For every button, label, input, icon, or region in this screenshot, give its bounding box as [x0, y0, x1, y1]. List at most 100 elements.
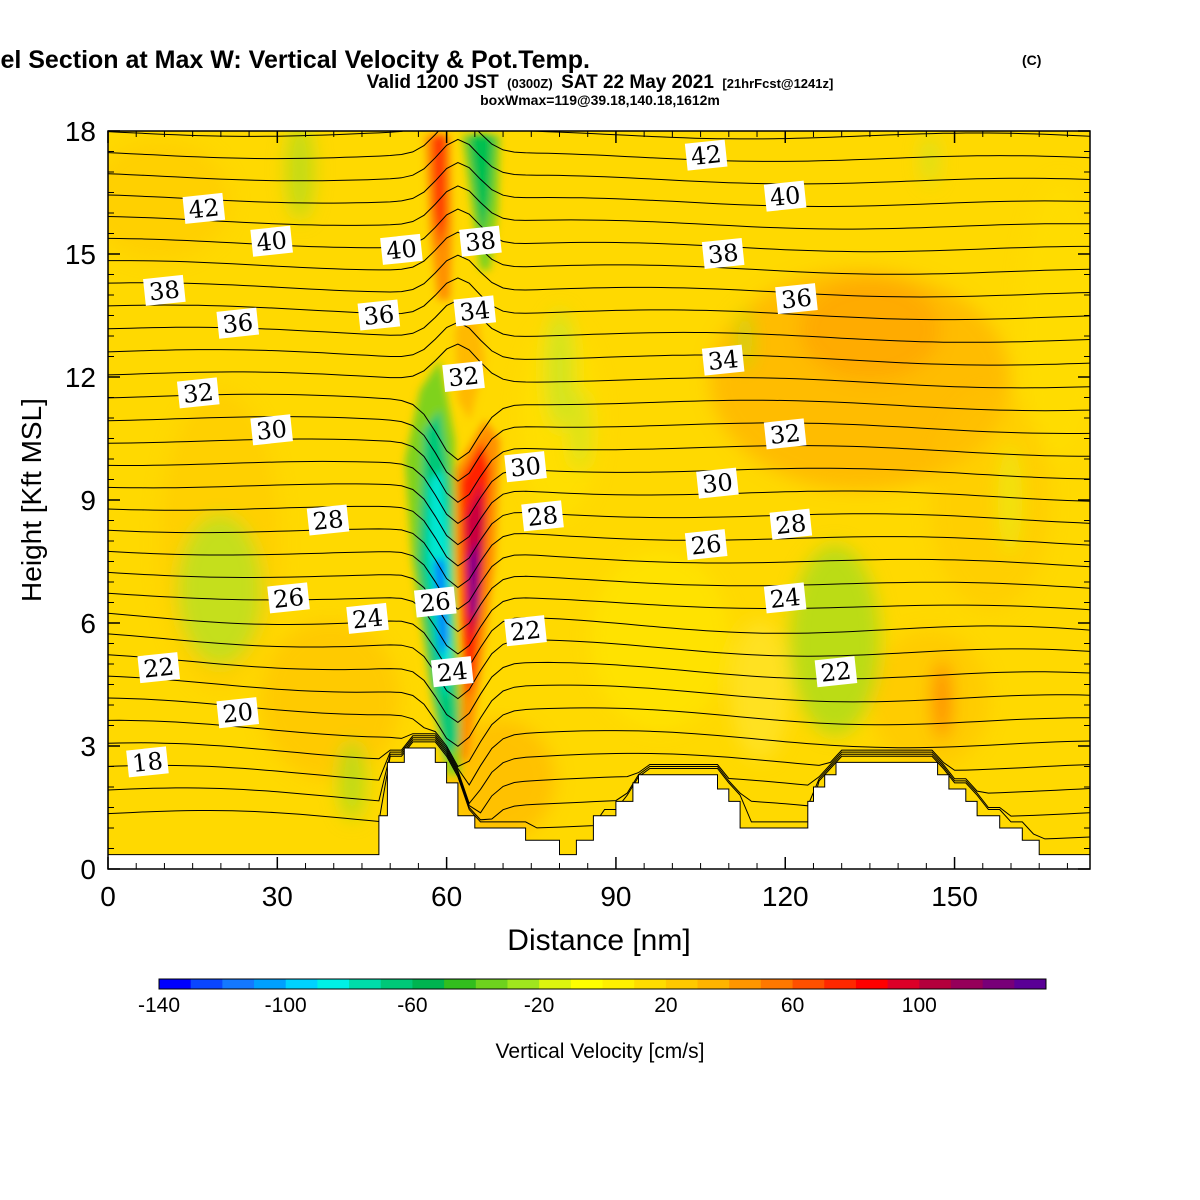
theta-label-box [442, 360, 485, 393]
theta-label-box [814, 656, 858, 688]
colorbar-label: Vertical Velocity [cm/s] [496, 1040, 705, 1063]
theta-label-box [126, 746, 169, 778]
theta-label-text: 20 [221, 698, 254, 729]
theta-label-text: 38 [707, 238, 740, 269]
theta-contour-line [108, 697, 1090, 768]
theta-label-text: 28 [311, 505, 344, 536]
theta-label-box [769, 508, 813, 540]
theta-label-box [701, 237, 745, 270]
theta-label: 26 [267, 582, 310, 614]
theta-label-box [306, 504, 350, 536]
y-tick-label: 6 [80, 608, 96, 639]
theta-label-text: 24 [769, 583, 802, 614]
y-tick-label: 9 [80, 485, 96, 516]
theta-label-box [701, 344, 745, 376]
theta-contour-line [108, 185, 1090, 230]
colorbar-swatch [222, 979, 255, 989]
y-tick-label: 15 [65, 239, 96, 270]
colorbar-swatch [444, 979, 477, 989]
theta-label-box [216, 307, 260, 339]
chart-title-mark: (C) [1022, 52, 1041, 68]
theta-contour-line [108, 719, 1090, 786]
colorbar-swatch [602, 979, 635, 989]
theta-label: 22 [137, 652, 181, 684]
colorbar-swatch [159, 979, 192, 989]
theta-label-box [684, 529, 728, 561]
colorbar-swatch [507, 979, 540, 989]
colorbar-tick-label: -140 [138, 994, 180, 1017]
theta-label-text: 34 [458, 296, 491, 327]
theta-label-box [216, 697, 260, 729]
theta-label: 26 [413, 586, 457, 618]
theta-label: 32 [442, 360, 485, 393]
theta-contour-line [108, 299, 1090, 343]
chart-title: Wind-Parallel Section at Max W: Vertical… [0, 46, 590, 74]
theta-label-text: 38 [148, 275, 181, 306]
theta-contour-line [108, 633, 1090, 700]
x-tick-label: 90 [600, 881, 631, 912]
theta-contour-line [108, 737, 1090, 814]
theta-label-text: 28 [526, 501, 559, 532]
theta-label-box [504, 615, 547, 647]
theta-label: 42 [182, 192, 226, 224]
colorbar-tick-label: -100 [265, 994, 307, 1017]
colorbar-swatch [190, 979, 223, 989]
theta-contour-line [108, 654, 1090, 724]
theta-label: 30 [696, 467, 739, 499]
colorbar-swatch [729, 979, 762, 989]
theta-contour-line [108, 393, 1090, 461]
theta-label-box [250, 414, 293, 446]
theta-contour-line [108, 528, 1090, 589]
colorbar-swatch [539, 979, 572, 989]
terrain [108, 747, 1090, 869]
theta-label-text: 26 [690, 530, 723, 561]
theta-label: 38 [701, 237, 745, 270]
theta-label-text: 26 [419, 587, 452, 618]
y-tick-label: 18 [65, 116, 96, 147]
theta-label-box [182, 192, 226, 224]
colorbar-swatch [254, 979, 287, 989]
theta-label-text: 28 [774, 509, 807, 540]
theta-label: 24 [346, 602, 389, 634]
colorbar-swatch [412, 979, 445, 989]
theta-label-box [357, 299, 401, 331]
x-tick-label: 60 [431, 881, 462, 912]
theta-label-box [504, 451, 547, 483]
theta-contour-line [108, 505, 1090, 567]
colorbar-swatch [792, 979, 825, 989]
theta-contour-line [108, 162, 1090, 207]
theta-label: 38 [459, 225, 502, 257]
theta-label-text: 32 [769, 419, 802, 450]
theta-label: 20 [216, 697, 260, 729]
x-tick-label: 120 [762, 881, 809, 912]
theta-label-text: 38 [464, 226, 497, 257]
theta-label-text: 18 [131, 747, 164, 778]
theta-label-text: 30 [509, 452, 542, 483]
theta-label-box [459, 225, 502, 257]
theta-label-text: 22 [819, 657, 852, 688]
plot-area [108, 131, 1090, 869]
x-axis-label: Distance [nm] [507, 924, 690, 957]
theta-contour-line [108, 739, 1090, 821]
colorbar-swatch [570, 979, 603, 989]
theta-label-text: 40 [255, 226, 288, 257]
colorbar-frame [158, 978, 1047, 990]
theta-contour-line [108, 675, 1090, 747]
theta-label-text: 24 [436, 657, 469, 688]
theta-label: 28 [521, 500, 564, 532]
theta-label: 34 [701, 344, 745, 376]
theta-label-box [267, 582, 310, 614]
colorbar-swatch [317, 979, 350, 989]
theta-label: 30 [250, 414, 293, 446]
colorbar-swatch [1014, 979, 1047, 989]
theta-contour-line [108, 735, 1090, 805]
chart-subtitle: Valid 1200 JST (0300Z) SAT 22 May 2021 [… [367, 72, 834, 93]
colorbar-swatch [887, 979, 920, 989]
theta-label-box [413, 586, 457, 618]
theta-label-text: 22 [509, 616, 542, 647]
theta-label: 22 [814, 656, 858, 688]
colorbar-swatch [950, 979, 984, 989]
theta-label-box [696, 467, 739, 499]
y-tick-label: 3 [80, 731, 96, 762]
